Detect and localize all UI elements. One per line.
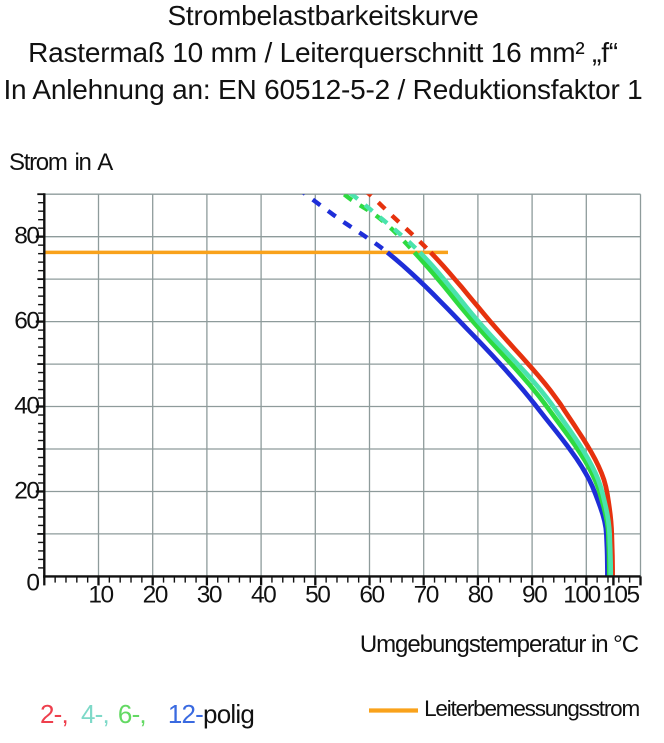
svg-text:0: 0 [26,569,39,596]
svg-text:30: 30 [197,582,222,609]
svg-text:20: 20 [143,582,168,609]
svg-text:50: 50 [305,582,330,609]
svg-text:90: 90 [522,582,547,609]
svg-text:80: 80 [14,223,39,250]
svg-text:100: 100 [563,582,600,609]
svg-text:10: 10 [88,582,113,609]
svg-text:105: 105 [602,582,639,609]
svg-text:60: 60 [14,308,39,335]
svg-text:80: 80 [468,582,493,609]
svg-text:40: 40 [251,582,276,609]
svg-text:60: 60 [359,582,384,609]
svg-text:40: 40 [14,393,39,420]
svg-text:20: 20 [14,478,39,505]
svg-text:70: 70 [414,582,439,609]
